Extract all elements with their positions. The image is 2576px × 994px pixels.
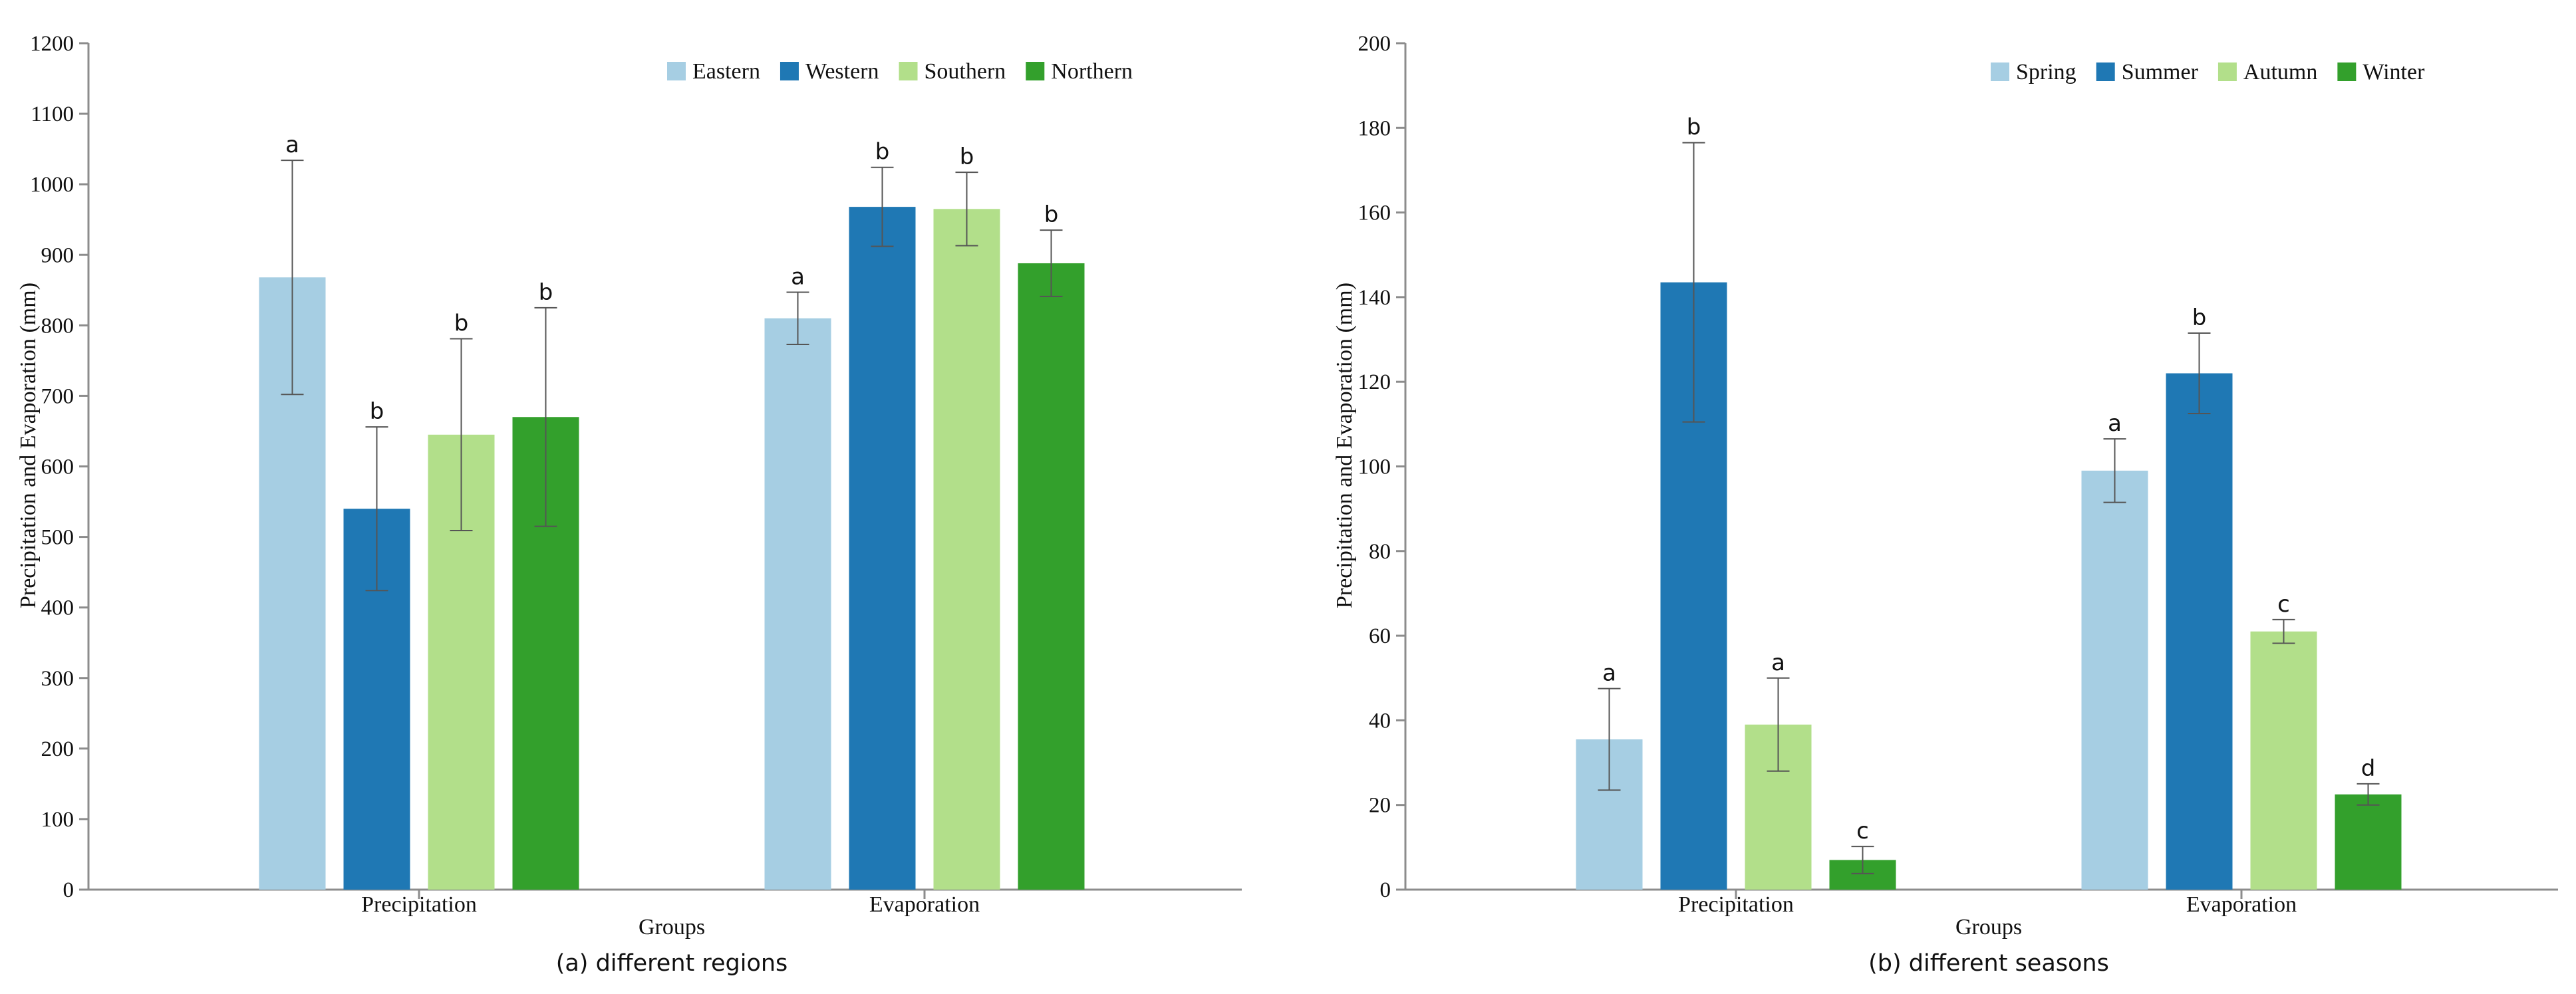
significance-letter: b <box>370 398 384 425</box>
bar-western <box>849 207 916 890</box>
significance-letter: b <box>960 144 974 170</box>
significance-letter: a <box>1602 660 1616 687</box>
bar-southern <box>933 209 1000 890</box>
x-axis-title: Groups <box>639 915 705 939</box>
chart-panel-regions: Precipitation and Evaporation (mm) Group… <box>16 32 1242 977</box>
y-tick-label: 180 <box>1358 116 1391 140</box>
significance-letter: d <box>2361 755 2376 782</box>
panel-caption: (a) different regions <box>556 950 788 977</box>
panel-caption: (b) different seasons <box>1868 950 2109 977</box>
y-axis-title: Precipitation and Evaporation (mm) <box>1332 283 1357 608</box>
y-tick-label: 140 <box>1358 286 1391 310</box>
plot-area: 0 100 200 300 400 500 600 700 800 900 1000 1100 1200… <box>30 32 1242 917</box>
legend-swatch <box>899 62 918 80</box>
bar-summer <box>2166 373 2233 890</box>
significance-letter: b <box>454 310 469 336</box>
bar-eastern <box>764 318 831 890</box>
y-tick-label: 400 <box>41 596 74 620</box>
bar-spring <box>2081 470 2148 890</box>
x-tick-label: Precipitation <box>361 892 477 917</box>
y-tick-label: 500 <box>41 526 74 550</box>
legend-swatch <box>780 62 799 80</box>
significance-letter: a <box>1771 650 1785 676</box>
legend-entry: Summer <box>2122 60 2199 84</box>
legend-entry: Autumn <box>2243 60 2317 84</box>
chart-panel-seasons: Precipitation and Evaporation (mm) Group… <box>1332 32 2558 977</box>
y-tick-label: 200 <box>1358 32 1391 56</box>
significance-letter: b <box>875 139 890 166</box>
y-tick-label: 40 <box>1369 709 1391 733</box>
legend-swatch <box>667 62 686 80</box>
significance-letter: a <box>791 263 805 290</box>
bar-autumn <box>2250 631 2317 890</box>
legend-entry: Eastern <box>692 59 760 84</box>
legend-entry: Western <box>805 59 879 84</box>
x-tick-label: Precipitation <box>1678 892 1794 917</box>
legend-swatch <box>2337 62 2357 81</box>
significance-letter: c <box>1856 818 1869 844</box>
y-tick-label: 1000 <box>30 173 74 197</box>
bar-northern <box>1018 263 1085 890</box>
y-tick-label: 60 <box>1369 624 1391 648</box>
significance-letter: c <box>2277 591 2290 618</box>
y-tick-label: 120 <box>1358 370 1391 394</box>
y-tick-label: 160 <box>1358 201 1391 225</box>
y-axis-title: Precipitation and Evaporation (mm) <box>16 283 41 608</box>
significance-letter: b <box>2192 305 2207 331</box>
plot-area: 0 20 40 60 80 100 120 140 160 180 200 Precipitation… <box>1358 32 2558 917</box>
y-tick-label: 900 <box>41 243 74 267</box>
significance-letter: b <box>1687 114 1701 141</box>
significance-letter: a <box>285 132 299 158</box>
legend-swatch <box>2218 62 2237 81</box>
bar-winter <box>2335 794 2402 890</box>
significance-letter: b <box>539 279 553 306</box>
y-tick-label: 1200 <box>30 32 74 56</box>
legend-entry: Winter <box>2362 60 2425 84</box>
y-tick-label: 80 <box>1369 540 1391 564</box>
significance-letter: a <box>2108 410 2122 437</box>
legend-entry: Southern <box>925 59 1006 84</box>
x-tick-label: Evaporation <box>869 892 980 917</box>
y-tick-label: 1100 <box>31 102 74 126</box>
significance-letter: b <box>1044 201 1059 228</box>
y-tick-label: 600 <box>41 455 74 479</box>
y-tick-label: 800 <box>41 314 74 338</box>
legend-swatch <box>2096 62 2115 81</box>
y-tick-label: 100 <box>1358 455 1391 479</box>
y-tick-label: 200 <box>41 737 74 761</box>
y-tick-label: 100 <box>41 808 74 832</box>
x-axis-title: Groups <box>1955 915 2022 939</box>
legend-swatch <box>1991 62 2009 81</box>
y-tick-label: 0 <box>1380 878 1391 902</box>
y-tick-label: 0 <box>63 878 74 902</box>
y-tick-label: 300 <box>41 667 74 691</box>
y-tick-label: 20 <box>1369 794 1391 818</box>
x-tick-label: Evaporation <box>2186 892 2297 917</box>
legend-swatch <box>1026 62 1045 80</box>
legend-entry: Spring <box>2016 60 2076 84</box>
legend-entry: Northern <box>1051 59 1133 84</box>
y-tick-label: 700 <box>41 384 74 408</box>
